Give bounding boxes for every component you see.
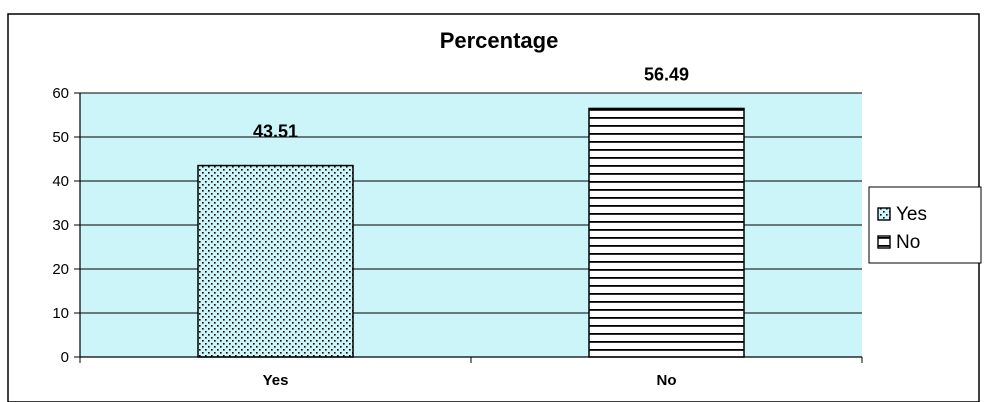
data-label-yes: 43.51 — [253, 122, 298, 142]
y-tick-label: 50 — [52, 129, 69, 146]
x-tick-label-no: No — [657, 372, 677, 389]
data-label-no: 56.49 — [644, 64, 689, 84]
legend: Yes No — [868, 186, 982, 264]
y-tick-label: 60 — [52, 85, 69, 102]
legend-label-yes: Yes — [896, 204, 927, 225]
legend-swatch-no — [877, 235, 891, 249]
bar-no — [588, 107, 745, 358]
chart-title: Percentage — [440, 28, 559, 53]
y-tick-label: 20 — [52, 261, 69, 278]
labels: 0 10 20 30 40 50 60 43.51 Yes 56.49 No — [52, 64, 689, 389]
y-tick-label: 10 — [52, 305, 69, 322]
page-top — [0, 0, 986, 8]
legend-label-no: No — [896, 232, 920, 253]
axes — [74, 92, 863, 363]
y-tick-label: 0 — [61, 349, 69, 366]
legend-swatch-yes — [877, 207, 891, 221]
bars — [197, 107, 745, 358]
y-tick-label: 40 — [52, 173, 69, 190]
x-tick-label-yes: Yes — [263, 372, 289, 389]
bar-yes — [197, 164, 354, 358]
y-tick-label: 30 — [52, 217, 69, 234]
legend-box — [868, 186, 982, 264]
